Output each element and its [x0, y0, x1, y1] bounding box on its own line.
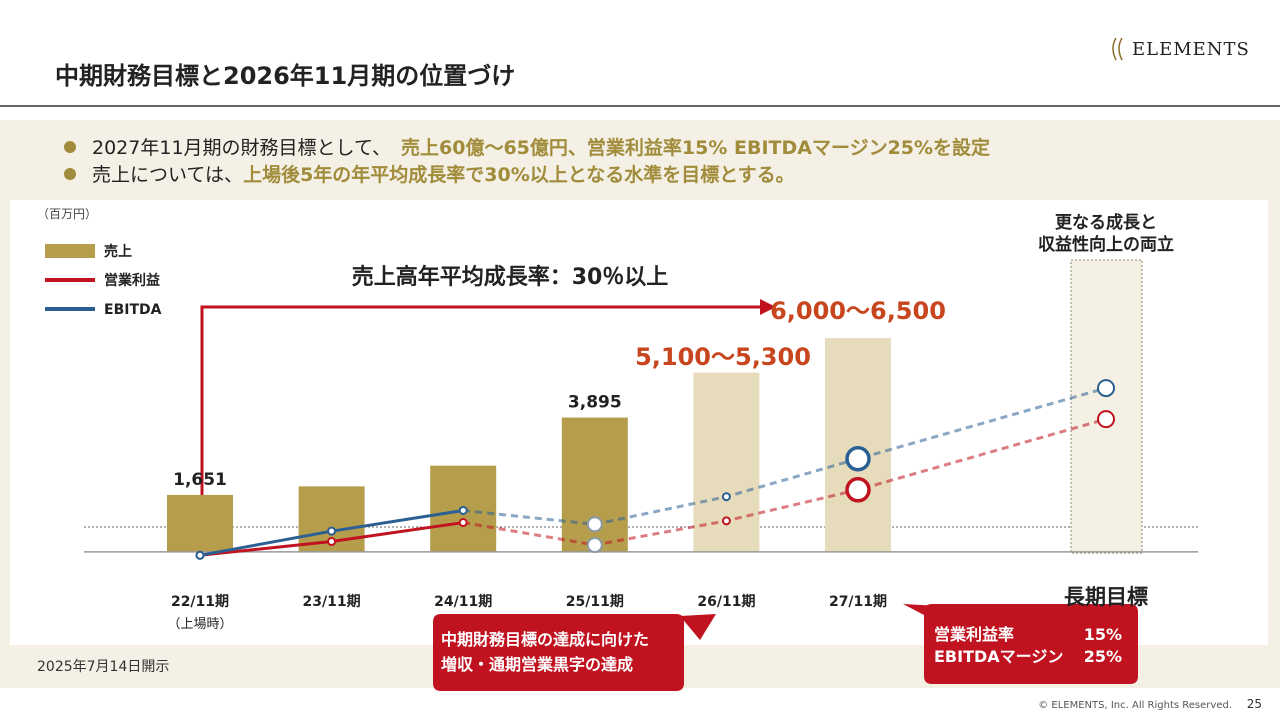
unit-label: （百万円）: [37, 207, 97, 221]
bullet-dot: [64, 141, 76, 153]
callout-text: 中期財務目標の達成に向けた: [441, 630, 649, 649]
x-tick-label: 24/11期: [434, 594, 492, 610]
bullet: 売上については、上場後5年の年平均成長率で30%以上となる水準を目標とする。: [92, 163, 795, 186]
bullet-text: 2027年11月期の財務目標として、: [92, 137, 391, 159]
x-tick-label: 26/11期: [697, 594, 755, 610]
bullet-dot: [64, 168, 76, 180]
range-label: 6,000〜6,500: [770, 297, 946, 325]
point: [586, 516, 603, 533]
data-label: 1,651: [173, 470, 227, 490]
bar: [167, 494, 233, 552]
longterm-box: [1070, 259, 1143, 554]
legend-label: EBITDA: [104, 302, 162, 318]
logo: ELEMENTS: [1132, 39, 1250, 60]
legend-label: 売上: [104, 243, 132, 260]
point: [458, 505, 468, 515]
point: [327, 537, 337, 547]
bullet: 2027年11月期の財務目標として、 売上60億〜65億円、営業利益率15% EB…: [92, 136, 990, 159]
point: [458, 518, 468, 528]
point: [845, 477, 871, 503]
point: [721, 516, 731, 526]
point: [1097, 410, 1115, 429]
bullet-highlight: 売上60億〜65億円、営業利益率15% EBITDAマージン25%を設定: [401, 136, 990, 159]
point: [586, 536, 603, 553]
growth-annotation: 売上高年平均成長率：30％以上: [352, 264, 669, 290]
data-label: 3,895: [568, 393, 622, 413]
longterm-note: 収益性向上の両立: [1038, 234, 1174, 255]
callout-text: 15%: [1084, 625, 1122, 644]
bullet-highlight: 上場後5年の年平均成長率で30%以上となる水準を目標とする。: [243, 163, 795, 186]
callout-text: 25%: [1084, 647, 1122, 666]
legend-swatch: [45, 244, 95, 258]
footer-date: 2025年7月14日開示: [37, 659, 169, 675]
point: [1097, 379, 1115, 398]
callout-text: 増収・通期営業黒字の達成: [441, 655, 633, 674]
callout-text: EBITDAマージン: [934, 647, 1063, 666]
bar: [825, 338, 891, 552]
point: [845, 446, 871, 472]
legend-label: 営業利益: [104, 272, 160, 289]
x-tick-label: 22/11期: [171, 594, 229, 610]
x-tick-note: （上場時）: [167, 617, 232, 632]
x-tick-label: 23/11期: [303, 594, 361, 610]
page-number: 25: [1247, 697, 1262, 711]
growth-arrow: [200, 305, 762, 553]
slide-title: 中期財務目標と2026年11月期の位置づけ: [55, 62, 515, 90]
x-tick-label: 長期目標: [1064, 585, 1148, 609]
chart-panel: [10, 200, 1268, 645]
point: [195, 550, 205, 560]
x-tick-label: 27/11期: [829, 594, 887, 610]
logo-icon: [1112, 37, 1123, 61]
callout-text: 営業利益率: [934, 625, 1014, 644]
x-tick-label: 25/11期: [566, 594, 624, 610]
callout-left: [433, 614, 716, 691]
callout-right: [903, 604, 1138, 684]
copyright: © ELEMENTS, Inc. All Rights Reserved.: [1038, 700, 1232, 711]
bullet-text: 売上については、: [92, 164, 243, 186]
point: [721, 492, 731, 502]
point: [327, 526, 337, 536]
longterm-note: 更なる成長と: [1055, 212, 1157, 233]
range-label: 5,100〜5,300: [635, 343, 811, 371]
growth-arrowhead: [760, 299, 776, 315]
